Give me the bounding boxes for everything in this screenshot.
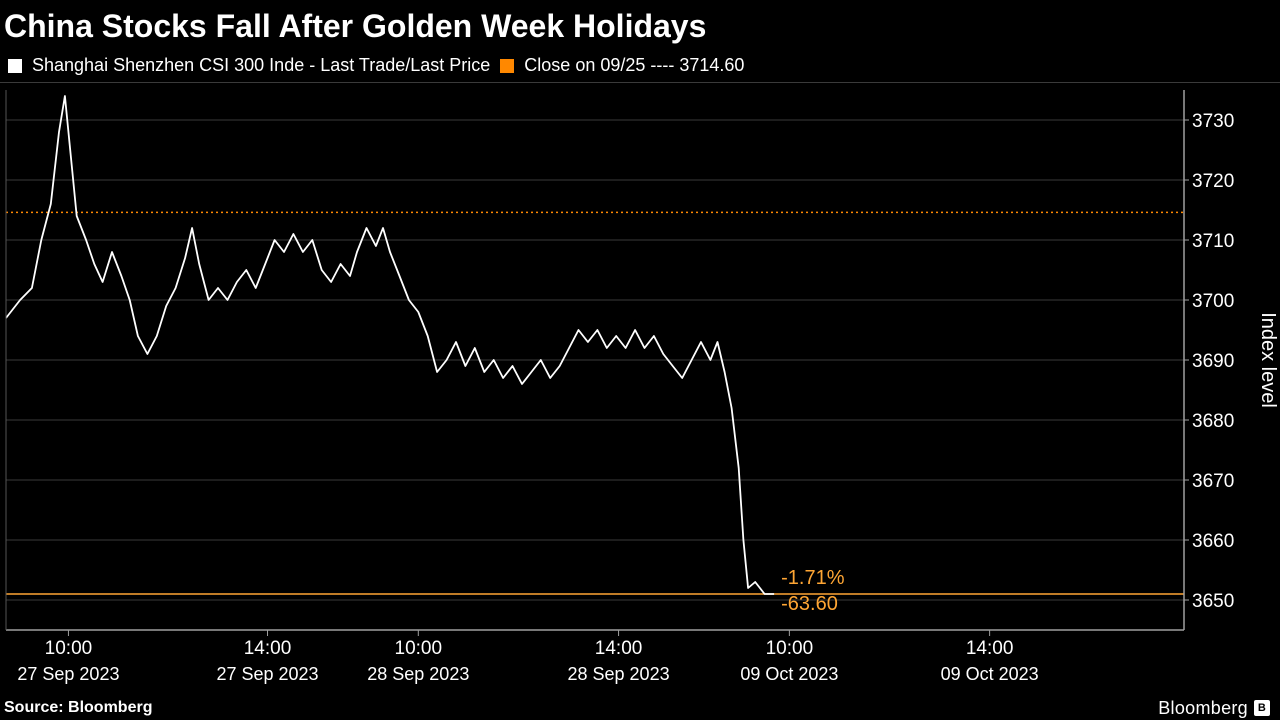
- svg-text:27 Sep 2023: 27 Sep 2023: [17, 664, 119, 684]
- svg-text:3710: 3710: [1192, 231, 1234, 252]
- svg-text:14:00: 14:00: [244, 638, 292, 659]
- svg-text:Index level: Index level: [1257, 312, 1279, 408]
- brand: Bloomberg B: [1158, 698, 1270, 719]
- svg-text:28 Sep 2023: 28 Sep 2023: [568, 664, 670, 684]
- bloomberg-terminal-icon: B: [1254, 700, 1270, 716]
- svg-text:-63.60: -63.60: [781, 593, 838, 615]
- footer: Source: Bloomberg Bloomberg B: [0, 696, 1280, 720]
- svg-text:3660: 3660: [1192, 531, 1234, 552]
- svg-text:28 Sep 2023: 28 Sep 2023: [367, 664, 469, 684]
- svg-text:10:00: 10:00: [45, 638, 93, 659]
- chart-container: China Stocks Fall After Golden Week Holi…: [0, 0, 1280, 720]
- svg-text:14:00: 14:00: [966, 638, 1014, 659]
- svg-text:3720: 3720: [1192, 171, 1234, 192]
- svg-text:3670: 3670: [1192, 471, 1234, 492]
- svg-text:09 Oct 2023: 09 Oct 2023: [740, 664, 838, 684]
- svg-text:09 Oct 2023: 09 Oct 2023: [941, 664, 1039, 684]
- svg-text:-1.71%: -1.71%: [781, 567, 845, 589]
- svg-text:10:00: 10:00: [766, 638, 814, 659]
- svg-text:3690: 3690: [1192, 351, 1234, 372]
- svg-text:3700: 3700: [1192, 291, 1234, 312]
- svg-text:10:00: 10:00: [395, 638, 443, 659]
- line-chart: 3650 3660 3670 3680 3690 3700 3710 3720 3730 Inde…: [0, 0, 1280, 720]
- svg-text:14:00: 14:00: [595, 638, 643, 659]
- svg-text:3730: 3730: [1192, 111, 1234, 132]
- svg-text:3680: 3680: [1192, 411, 1234, 432]
- svg-text:27 Sep 2023: 27 Sep 2023: [216, 664, 318, 684]
- svg-text:3650: 3650: [1192, 591, 1234, 612]
- source-text: Source: Bloomberg: [4, 699, 152, 717]
- brand-text: Bloomberg: [1158, 698, 1248, 719]
